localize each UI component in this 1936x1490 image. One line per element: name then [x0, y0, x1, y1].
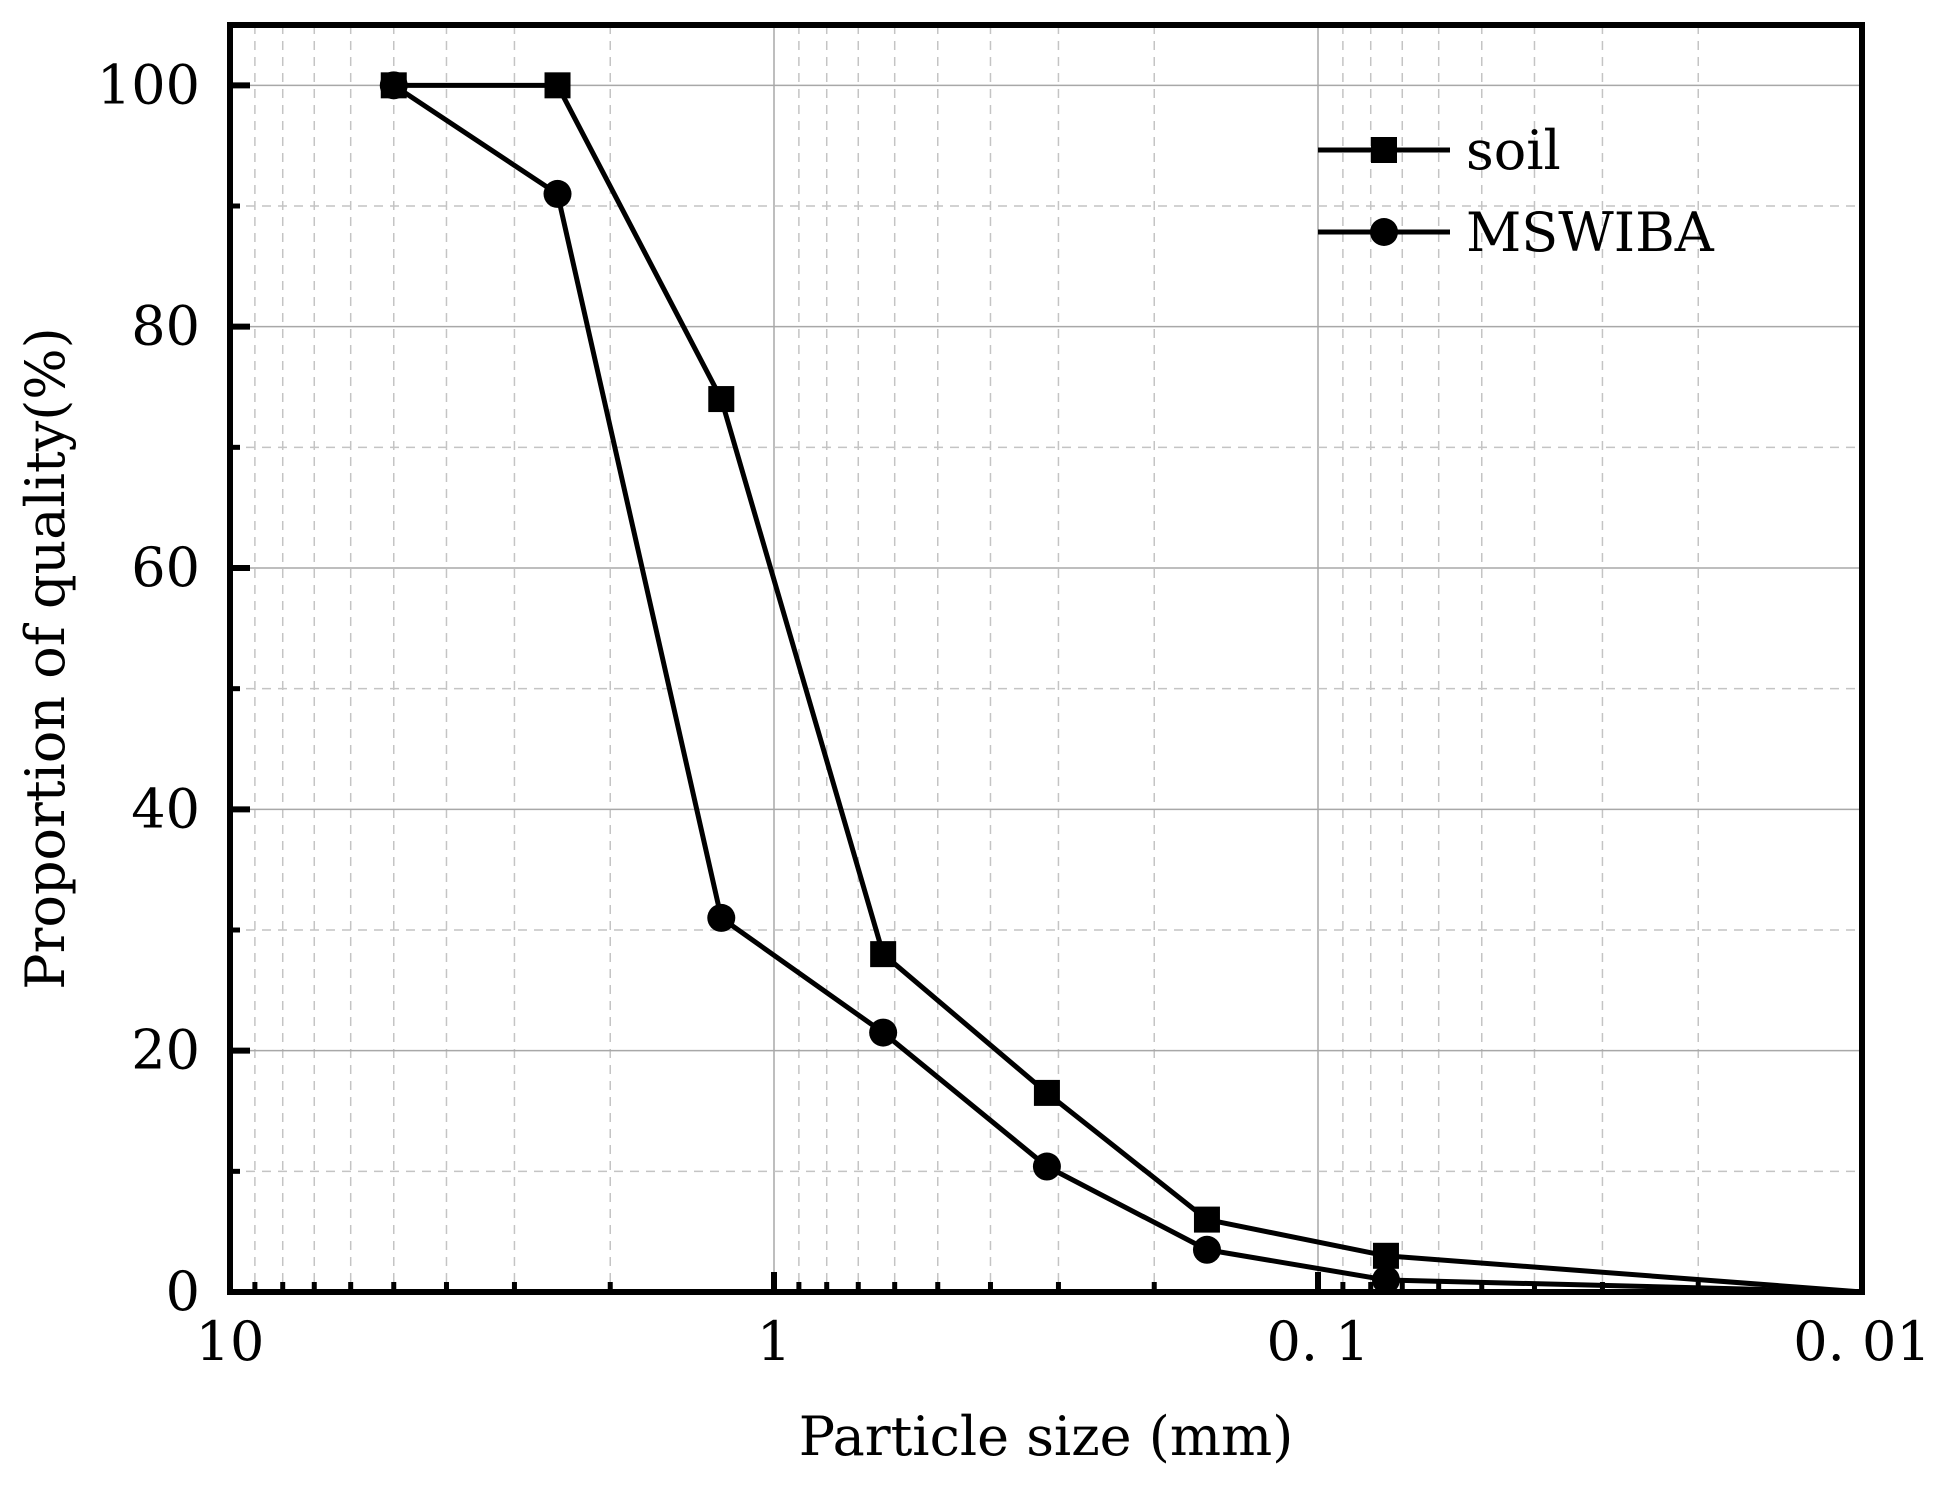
x-tick-label: 0. 01	[1793, 1310, 1930, 1373]
data-point-mswiba	[1192, 1235, 1221, 1264]
data-point-soil	[1033, 1079, 1060, 1106]
data-point-mswiba	[1371, 1265, 1400, 1294]
tick-labels: 0 20 40 60 80 100 10 1 0. 1 0. 01	[97, 53, 1931, 1373]
x-tick-label: 1	[757, 1310, 791, 1373]
data-point-mswiba	[379, 71, 408, 100]
x-tick-label: 0. 1	[1266, 1310, 1369, 1373]
data-point-mswiba	[543, 179, 572, 208]
y-tick-label: 80	[131, 295, 200, 358]
legend-label-soil: soil	[1466, 119, 1561, 182]
data-point-mswiba	[1032, 1152, 1061, 1181]
legend: soil MSWIBA	[1318, 119, 1715, 264]
series-line-soil	[393, 82, 1863, 1295]
y-tick-label: 0	[166, 1260, 200, 1323]
x-tick-label: 10	[196, 1310, 265, 1373]
legend-marker-soil	[1371, 137, 1397, 163]
data-point-soil	[870, 941, 897, 968]
y-axis-label: Proportion of quality(%)	[14, 327, 77, 989]
series-line-mswiba	[392, 83, 1863, 1295]
data-point-mswiba	[869, 1018, 898, 1047]
plot-frame	[227, 22, 1865, 1295]
data-point-mswiba	[707, 903, 736, 932]
legend-marker-mswiba	[1370, 218, 1398, 246]
legend-label-mswiba: MSWIBA	[1466, 201, 1715, 264]
y-tick-label: 100	[97, 53, 200, 116]
series-mswiba	[379, 71, 1863, 1295]
data-point-soil	[1372, 1242, 1399, 1269]
data-point-soil	[708, 386, 735, 413]
y-tick-label: 20	[131, 1019, 200, 1082]
series-layer	[379, 71, 1863, 1295]
data-point-soil	[544, 72, 571, 99]
y-tick-label: 60	[131, 536, 200, 599]
x-axis-label: Particle size (mm)	[799, 1405, 1294, 1468]
data-point-soil	[1193, 1206, 1220, 1233]
y-tick-label: 40	[131, 777, 200, 840]
